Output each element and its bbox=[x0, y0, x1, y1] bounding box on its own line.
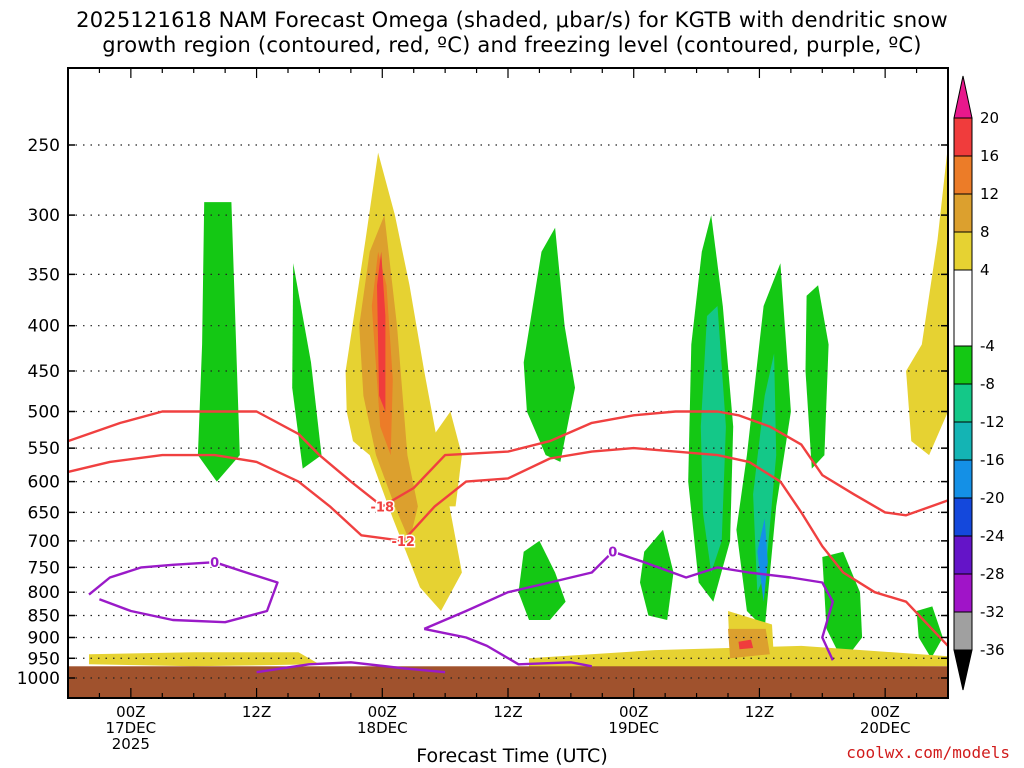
x-tick-label-4-0: 00Z bbox=[619, 703, 648, 721]
colorbar-bin-3 bbox=[953, 193, 973, 233]
contour-label-0: -18 bbox=[371, 500, 395, 515]
colorbar-tick-8: 8 bbox=[980, 223, 990, 241]
colorbar-tick-4: 4 bbox=[980, 261, 990, 279]
x-tick-label-5-0: 12Z bbox=[745, 703, 774, 721]
colorbar-bin-8 bbox=[953, 421, 973, 461]
colorbar-arrow-top bbox=[953, 75, 973, 119]
x-tick-label-0-2: 2025 bbox=[112, 735, 150, 753]
y-tick-label-950: 950 bbox=[28, 649, 60, 669]
x-tick-label-6-0: 00Z bbox=[870, 703, 899, 721]
contour-label-1: -12 bbox=[391, 535, 415, 550]
x-tick-label-0-0: 00Z bbox=[116, 703, 145, 721]
y-tick-label-250: 250 bbox=[28, 136, 60, 156]
x-axis-label: Forecast Time (UTC) bbox=[416, 745, 608, 767]
omega-region-15 bbox=[805, 285, 829, 469]
contour-lines: -18 -12 0 0 bbox=[67, 410, 949, 674]
colorbar-tick--28: -28 bbox=[980, 565, 1005, 583]
y-tick-label-800: 800 bbox=[28, 583, 60, 603]
colorbar-bin-7 bbox=[953, 383, 973, 423]
omega-region-0 bbox=[197, 202, 240, 482]
colorbar-tick--36: -36 bbox=[980, 641, 1005, 659]
colorbar-bin-11 bbox=[953, 535, 973, 575]
y-tick-label-700: 700 bbox=[28, 532, 60, 552]
colorbar-tick-12: 12 bbox=[980, 185, 999, 203]
omega-region-16 bbox=[822, 551, 863, 663]
colorbar-tick--20: -20 bbox=[980, 489, 1005, 507]
colorbar-bin-12 bbox=[953, 573, 973, 613]
colorbar-tick-20: 20 bbox=[980, 109, 999, 127]
y-tick-label-350: 350 bbox=[28, 265, 60, 285]
y-tick-label-650: 650 bbox=[28, 503, 60, 523]
colorbar-bin-9 bbox=[953, 459, 973, 499]
omega-region-14 bbox=[640, 529, 674, 620]
y-axis: 2503003504004505005506006507007508008509… bbox=[17, 136, 948, 689]
x-tick-label-1-0: 12Z bbox=[242, 703, 271, 721]
contour-line-0 bbox=[67, 410, 949, 517]
chart-title-line2: growth region (contoured, red, ºC) and f… bbox=[102, 33, 922, 57]
credit-link[interactable]: coolwx.com/models bbox=[846, 743, 1010, 762]
colorbar-bin-13 bbox=[953, 611, 973, 651]
chart-title-line1: 2025121618 NAM Forecast Omega (shaded, μ… bbox=[76, 8, 948, 32]
contour-line-5 bbox=[423, 627, 593, 668]
y-tick-label-450: 450 bbox=[28, 362, 60, 382]
colorbar-tick--8: -8 bbox=[980, 375, 995, 393]
colorbar-arrow-bottom bbox=[953, 649, 973, 691]
colorbar-bin-6 bbox=[953, 345, 973, 385]
contour-label-2: 0 bbox=[210, 556, 219, 571]
y-tick-label-500: 500 bbox=[28, 403, 60, 423]
y-tick-label-550: 550 bbox=[28, 439, 60, 459]
contour-line-1 bbox=[67, 446, 949, 647]
x-tick-label-6-1: 20DEC bbox=[860, 719, 911, 737]
omega-region-8 bbox=[518, 540, 566, 620]
x-tick-label-0-1: 17DEC bbox=[106, 719, 157, 737]
omega-region-17 bbox=[916, 606, 943, 659]
colorbar-tick--16: -16 bbox=[980, 451, 1005, 469]
contour-line-2 bbox=[88, 561, 279, 624]
colorbar-tick--4: -4 bbox=[980, 337, 995, 355]
x-tick-label-3-0: 12Z bbox=[493, 703, 522, 721]
colorbar-bin-10 bbox=[953, 497, 973, 537]
omega-region-1 bbox=[292, 263, 322, 469]
colorbar-bin-2 bbox=[953, 155, 973, 195]
y-tick-label-600: 600 bbox=[28, 473, 60, 493]
omega-region-20 bbox=[89, 652, 320, 667]
x-tick-label-2-0: 00Z bbox=[368, 703, 397, 721]
omega-region-23 bbox=[738, 639, 754, 650]
omega-region-18 bbox=[906, 145, 948, 456]
y-tick-label-1000: 1000 bbox=[17, 669, 60, 689]
omega-region-6 bbox=[434, 411, 462, 507]
contour-label-3: 0 bbox=[608, 546, 617, 561]
y-tick-label-300: 300 bbox=[28, 206, 60, 226]
colorbar: 20 16 12 8 4 -4 -8 -12 -16 -20 -24 -28 -32 -36 bbox=[953, 75, 1005, 691]
colorbar-tick--12: -12 bbox=[980, 413, 1005, 431]
contour-line-4 bbox=[256, 661, 446, 674]
colorbar-tick--24: -24 bbox=[980, 527, 1005, 545]
omega-region-10 bbox=[700, 306, 726, 573]
y-tick-label-750: 750 bbox=[28, 558, 60, 578]
y-tick-label-400: 400 bbox=[28, 317, 60, 337]
colorbar-bin-1 bbox=[953, 117, 973, 157]
colorbar-bin-4 bbox=[953, 231, 973, 271]
x-tick-label-2-1: 18DEC bbox=[357, 719, 408, 737]
x-tick-label-4-1: 19DEC bbox=[608, 719, 659, 737]
omega-region-13 bbox=[757, 518, 768, 602]
y-tick-label-900: 900 bbox=[28, 628, 60, 648]
omega-region-7 bbox=[523, 227, 575, 462]
colorbar-bin-5 bbox=[953, 269, 973, 347]
contour-line-3 bbox=[423, 550, 834, 661]
colorbar-tick-16: 16 bbox=[980, 147, 999, 165]
y-tick-label-850: 850 bbox=[28, 607, 60, 627]
colorbar-tick--32: -32 bbox=[980, 603, 1005, 621]
